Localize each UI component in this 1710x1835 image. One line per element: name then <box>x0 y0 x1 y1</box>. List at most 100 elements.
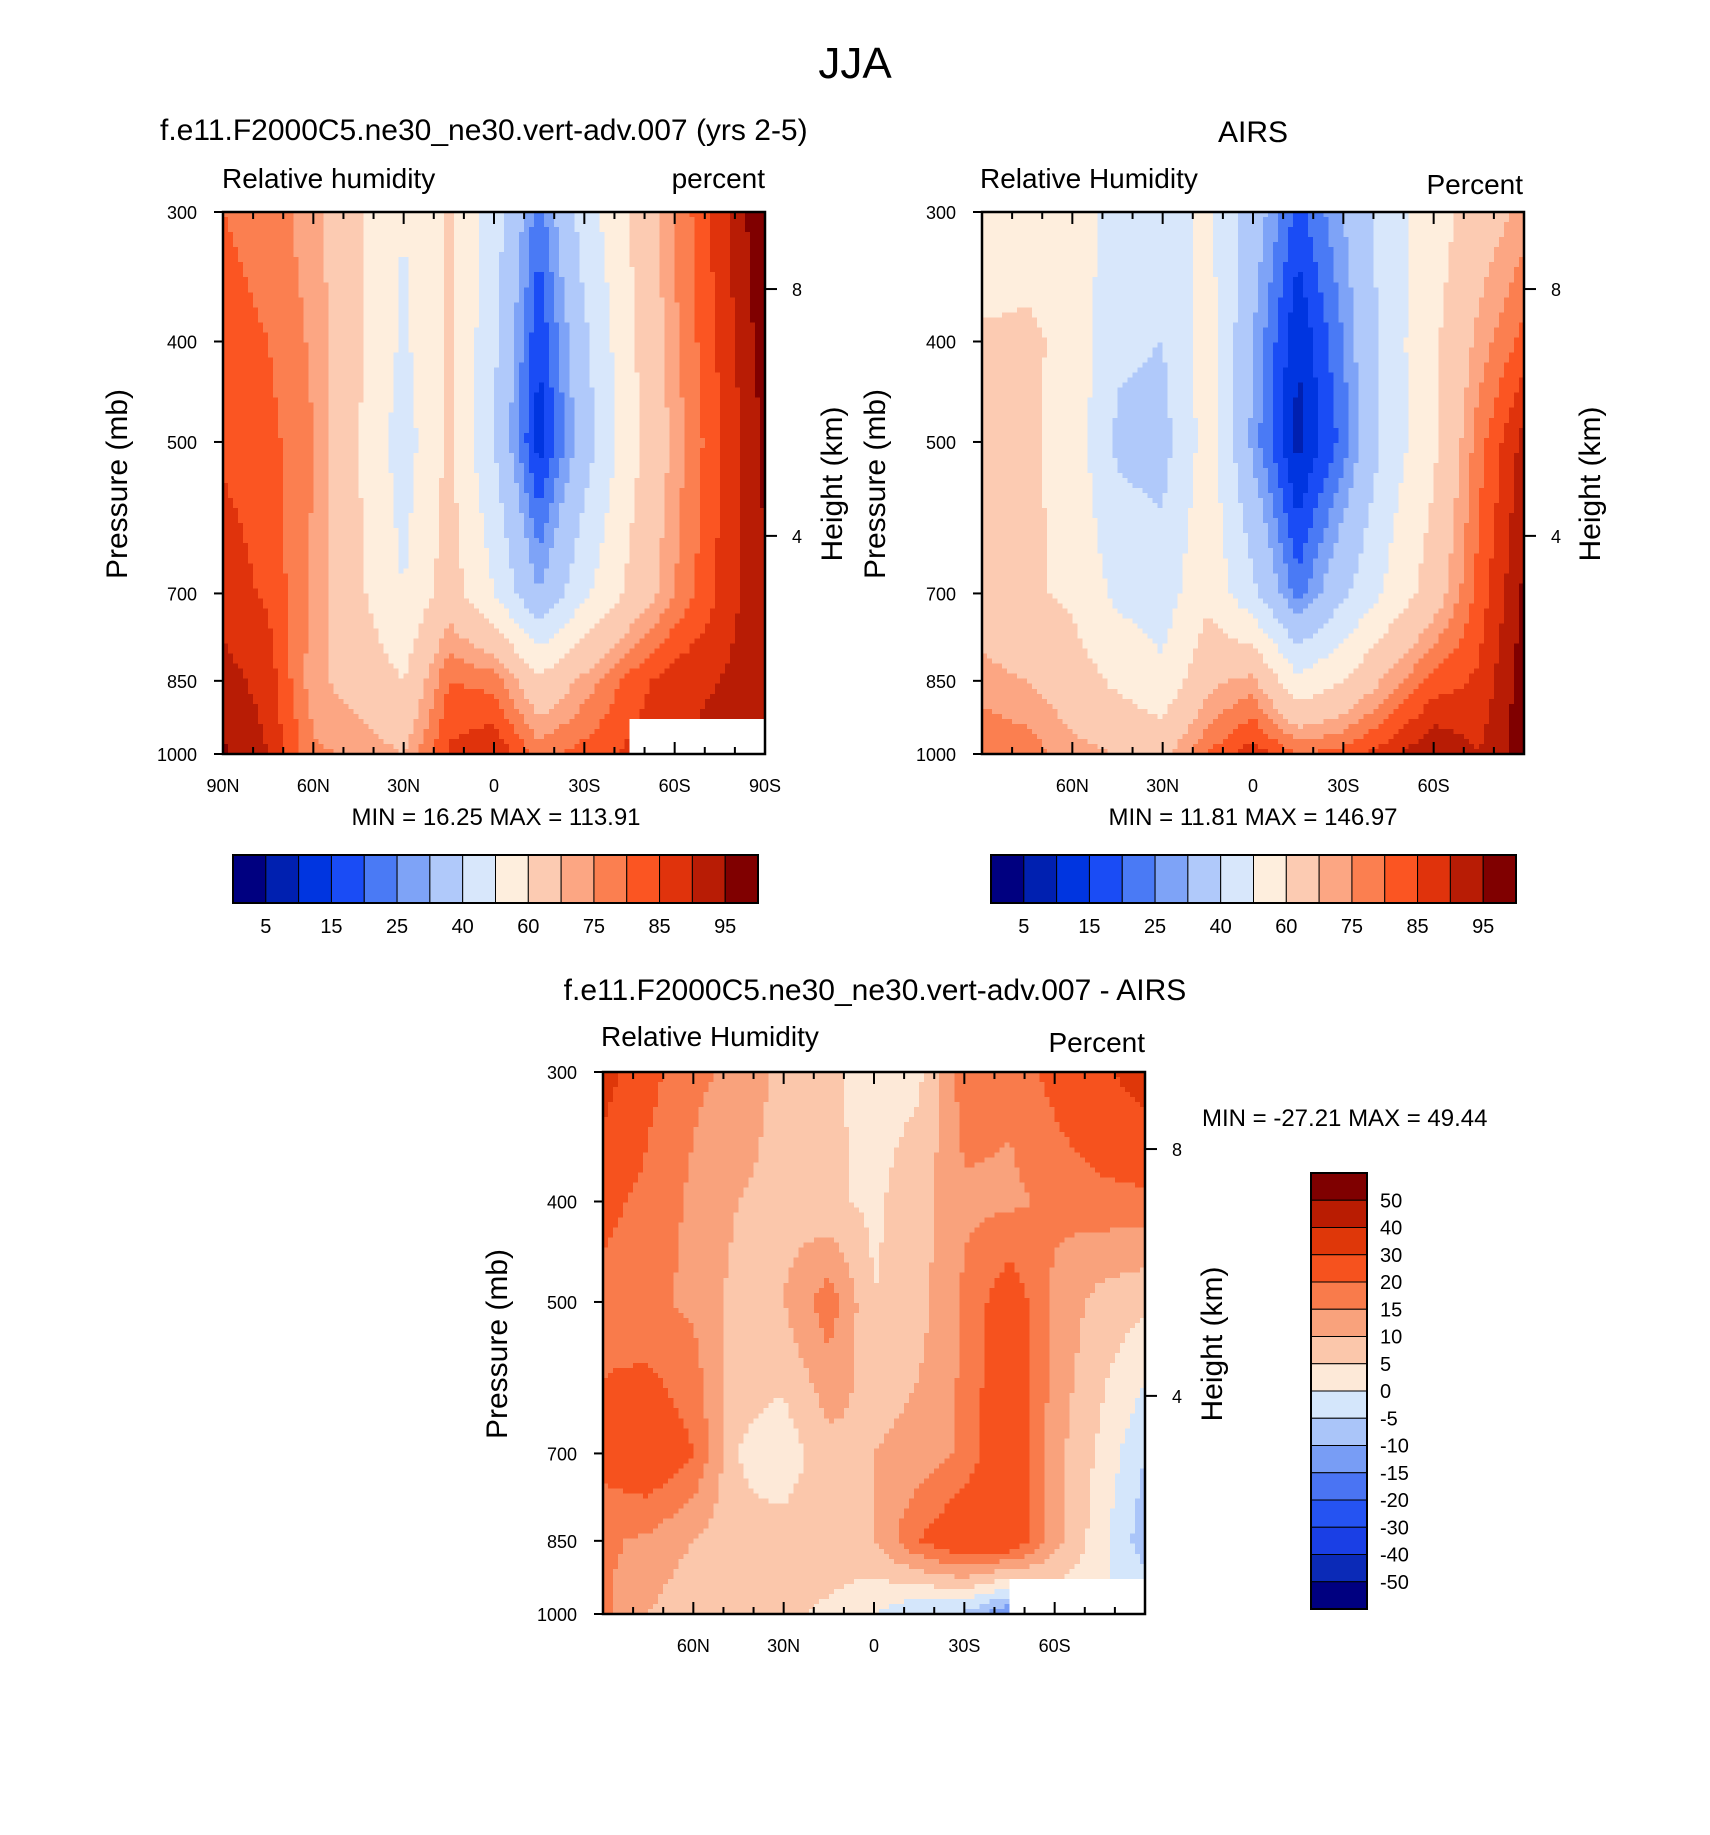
contour-cell <box>248 222 254 228</box>
contour-cell <box>268 222 274 228</box>
contour-cell <box>519 242 525 248</box>
contour-cell <box>539 247 545 253</box>
contour-cell <box>248 252 254 258</box>
contour-cell <box>379 247 385 253</box>
contour-cell <box>745 232 751 238</box>
contour-cell <box>730 242 736 248</box>
contour-cell <box>238 217 244 223</box>
contour-cell <box>705 237 711 243</box>
contour-cell <box>655 247 661 253</box>
contour-cell <box>740 222 746 228</box>
contour-cell <box>424 242 430 248</box>
contour-cell <box>394 232 400 238</box>
contour-cell <box>303 232 309 238</box>
contour-cell <box>429 237 435 243</box>
contour-cell <box>630 242 636 248</box>
contour-cell <box>574 217 580 223</box>
contour-cell <box>479 242 485 248</box>
contour-cell <box>685 242 691 248</box>
contour-cell <box>524 247 530 253</box>
contour-cell <box>369 232 375 238</box>
contour-cell <box>424 232 430 238</box>
contour-cell <box>745 242 751 248</box>
contour-cell <box>700 247 706 253</box>
contour-cell <box>725 242 731 248</box>
contour-cell <box>599 237 605 243</box>
contour-cell <box>514 222 520 228</box>
contour-cell <box>343 247 349 253</box>
contour-cell <box>670 227 676 233</box>
contour-cell <box>549 247 555 253</box>
contour-cell <box>730 232 736 238</box>
contour-cell <box>459 247 465 253</box>
contour-cell <box>640 237 646 243</box>
contour-cell <box>539 232 545 238</box>
contour-cell <box>464 247 470 253</box>
contour-cell <box>298 242 304 248</box>
contour-cell <box>384 232 390 238</box>
contour-cell <box>464 222 470 228</box>
contour-cell <box>384 237 390 243</box>
contour-cell <box>459 232 465 238</box>
contour-cell <box>384 222 390 228</box>
contour-cell <box>333 222 339 228</box>
contour-cell <box>424 237 430 243</box>
contour-cell <box>464 237 470 243</box>
contour-cell <box>484 217 490 223</box>
contour-cell <box>735 247 741 253</box>
contour-cell <box>554 232 560 238</box>
panel-airs-right-label: Percent <box>1427 169 1524 200</box>
contour-cell <box>574 242 580 248</box>
contour-cell <box>278 237 284 243</box>
contour-cell <box>624 232 630 238</box>
contour-cell <box>474 222 480 228</box>
contour-cell <box>273 242 279 248</box>
contour-cell <box>228 227 234 233</box>
contour-cell <box>359 237 365 243</box>
contour-cell <box>374 247 380 253</box>
contour-cell <box>288 222 294 228</box>
contour-cell <box>624 247 630 253</box>
contour-cell <box>599 242 605 248</box>
contour-cell <box>499 232 505 238</box>
contour-cell <box>348 237 354 243</box>
contour-cell <box>720 237 726 243</box>
contour-cell <box>409 247 415 253</box>
contour-cell <box>268 247 274 253</box>
contour-cell <box>424 217 430 223</box>
contour-cell <box>293 247 299 253</box>
contour-cell <box>293 232 299 238</box>
contour-cell <box>619 217 625 223</box>
contour-cell <box>715 232 721 238</box>
contour-cell <box>650 242 656 248</box>
contour-cell <box>499 247 505 253</box>
contour-cell <box>419 247 425 253</box>
contour-cell <box>564 227 570 233</box>
contour-cell <box>640 227 646 233</box>
contour-cell <box>238 222 244 228</box>
contour-cell <box>589 217 595 223</box>
contour-cell <box>710 242 716 248</box>
contour-cell <box>614 247 620 253</box>
contour-cell <box>534 217 540 223</box>
contour-cell <box>559 222 565 228</box>
contour-cell <box>449 232 455 238</box>
contour-cell <box>705 242 711 248</box>
contour-cell <box>233 227 239 233</box>
contour-cell <box>700 237 706 243</box>
contour-cell <box>655 222 661 228</box>
contour-cell <box>559 242 565 248</box>
contour-cell <box>624 227 630 233</box>
contour-cell <box>439 227 445 233</box>
contour-cell <box>238 247 244 253</box>
contour-cell <box>715 217 721 223</box>
contour-cell <box>645 242 651 248</box>
contour-cell <box>614 232 620 238</box>
contour-cell <box>469 242 475 248</box>
contour-cell <box>534 222 540 228</box>
contour-cell <box>268 252 274 258</box>
contour-cell <box>725 247 731 253</box>
contour-cell <box>278 252 284 258</box>
contour-cell <box>564 237 570 243</box>
contour-cell <box>298 247 304 253</box>
